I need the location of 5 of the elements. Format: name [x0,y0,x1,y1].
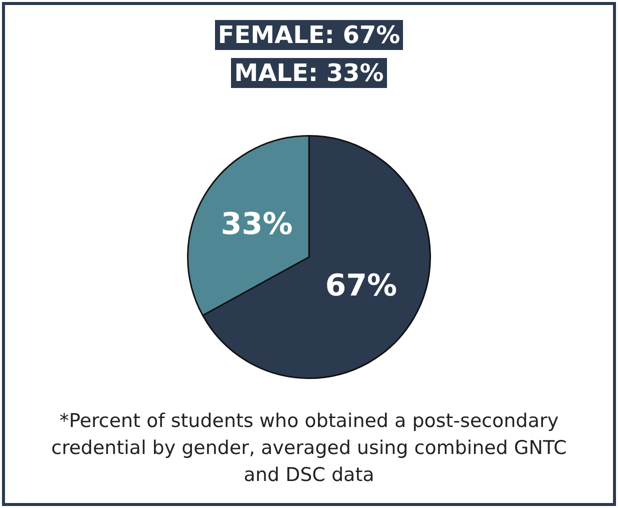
chart-title: FEMALE: 67% [214,20,404,50]
data-label: 67% [325,268,398,304]
data-label: 33% [220,206,293,242]
chart-subtitle: MALE: 33% [231,58,387,88]
text: *Percent of students who obtained a post-secondary credential by gender, averaged using combined GNTC and DSC data [50,409,568,488]
